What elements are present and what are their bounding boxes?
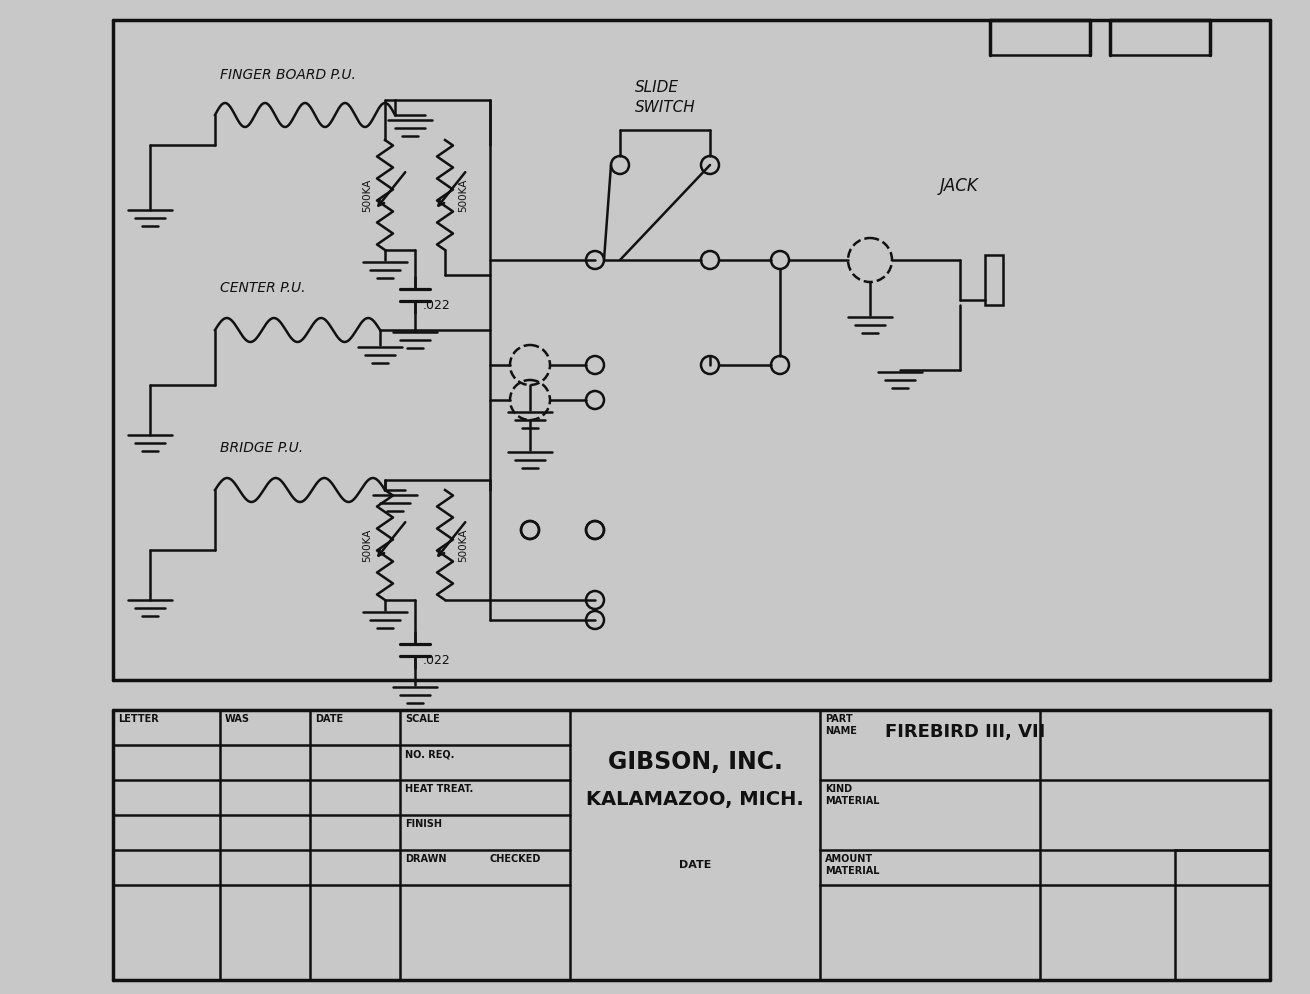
- Text: 500KA: 500KA: [458, 178, 468, 212]
- Text: LETTER: LETTER: [118, 714, 159, 724]
- Text: 500KA: 500KA: [362, 529, 372, 562]
- Text: SLIDE: SLIDE: [635, 80, 679, 95]
- Text: .022: .022: [423, 298, 451, 311]
- Text: NO. REQ.: NO. REQ.: [405, 749, 455, 759]
- Text: .022: .022: [423, 653, 451, 667]
- Text: DATE: DATE: [314, 714, 343, 724]
- Text: NAME: NAME: [825, 726, 857, 736]
- Text: 500KA: 500KA: [458, 529, 468, 562]
- Text: KALAMAZOO, MICH.: KALAMAZOO, MICH.: [586, 790, 804, 809]
- Text: FINGER BOARD P.U.: FINGER BOARD P.U.: [220, 68, 356, 82]
- Text: MATERIAL: MATERIAL: [825, 796, 879, 806]
- Text: KIND: KIND: [825, 784, 852, 794]
- Text: CHECKED: CHECKED: [490, 854, 541, 864]
- Text: BRIDGE P.U.: BRIDGE P.U.: [220, 441, 303, 455]
- Text: MATERIAL: MATERIAL: [825, 866, 879, 876]
- Text: SWITCH: SWITCH: [635, 100, 696, 115]
- Text: AMOUNT: AMOUNT: [825, 854, 874, 864]
- Text: DATE: DATE: [679, 860, 711, 870]
- Text: JACK: JACK: [941, 177, 979, 195]
- Text: FINISH: FINISH: [405, 819, 441, 829]
- Text: DRAWN: DRAWN: [405, 854, 447, 864]
- Text: 500KA: 500KA: [362, 178, 372, 212]
- Text: FIREBIRD III, VII: FIREBIRD III, VII: [886, 723, 1045, 741]
- Text: PART: PART: [825, 714, 853, 724]
- Text: CENTER P.U.: CENTER P.U.: [220, 281, 305, 295]
- Text: HEAT TREAT.: HEAT TREAT.: [405, 784, 473, 794]
- Bar: [985, 255, 1003, 305]
- Text: GIBSON, INC.: GIBSON, INC.: [608, 750, 782, 774]
- Text: SCALE: SCALE: [405, 714, 440, 724]
- Text: WAS: WAS: [225, 714, 250, 724]
